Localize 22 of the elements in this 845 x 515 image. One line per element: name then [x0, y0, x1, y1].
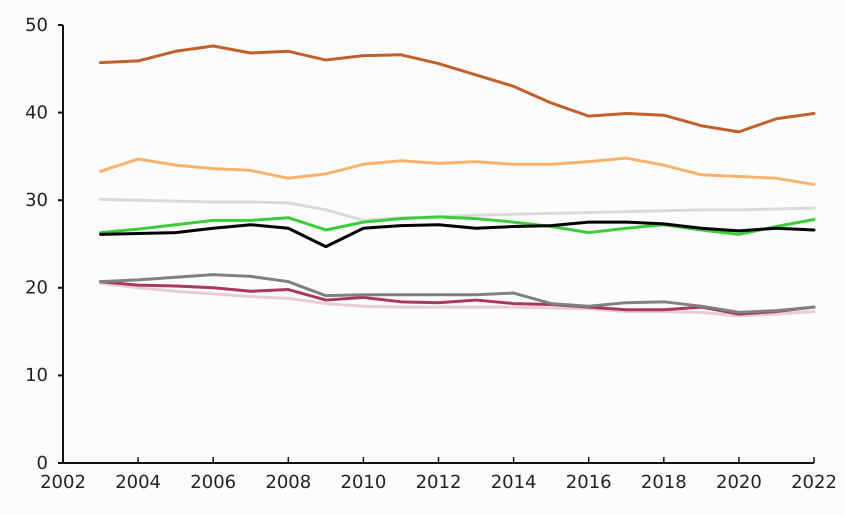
- y-tick-label: 40: [25, 102, 48, 124]
- y-tick-label: 30: [25, 190, 48, 211]
- y-tick-label: 50: [25, 14, 48, 36]
- line-series: [99, 156, 816, 186]
- x-tick-label: 2010: [340, 472, 386, 493]
- x-tick-label: 2020: [716, 472, 762, 493]
- line-series: [99, 220, 816, 248]
- x-tick-label: 2012: [416, 472, 462, 493]
- y-tick-label: 10: [25, 365, 48, 386]
- x-tick-label: 2004: [115, 472, 162, 493]
- x-tick-label: 2018: [640, 472, 687, 493]
- line-series: [99, 44, 816, 134]
- x-tick-label: 2008: [265, 472, 312, 493]
- x-tick-label: 2002: [40, 472, 86, 493]
- line-series: [99, 215, 816, 236]
- x-tick-label: 2016: [566, 472, 612, 493]
- x-tick-label: 2006: [190, 472, 236, 493]
- line-series: [99, 273, 816, 314]
- x-tick-label: 2014: [490, 472, 537, 493]
- x-tick-label: 2022: [791, 472, 837, 493]
- y-tick-label: 20: [25, 278, 48, 299]
- y-tick-label: 0: [36, 452, 48, 474]
